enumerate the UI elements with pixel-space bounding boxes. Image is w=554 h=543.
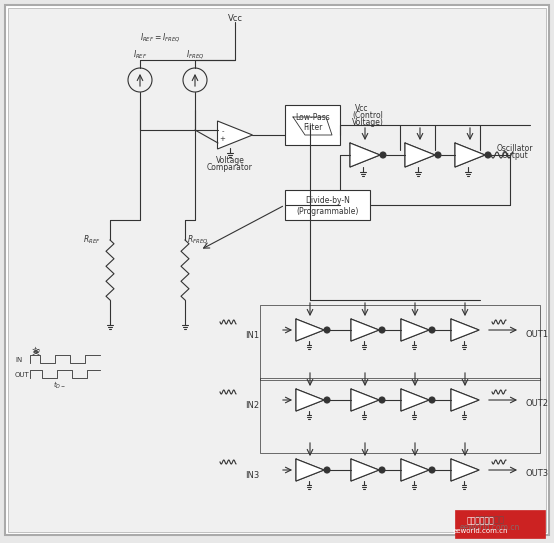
Circle shape	[379, 397, 385, 403]
Polygon shape	[401, 459, 429, 481]
Circle shape	[435, 152, 441, 158]
Text: $I_{FREQ}$: $I_{FREQ}$	[186, 49, 204, 61]
Text: $R_{FREQ}$: $R_{FREQ}$	[187, 233, 208, 247]
Text: Low-Pass: Low-Pass	[295, 112, 330, 122]
Circle shape	[324, 397, 330, 403]
Text: Comparator: Comparator	[207, 162, 253, 172]
Text: IN1: IN1	[245, 331, 259, 339]
Text: Voltage: Voltage	[216, 155, 244, 165]
Circle shape	[379, 467, 385, 473]
Polygon shape	[401, 319, 429, 341]
Text: Divide-by-N: Divide-by-N	[305, 195, 350, 205]
Polygon shape	[401, 389, 429, 411]
Text: Output: Output	[501, 150, 529, 160]
Text: Voltage): Voltage)	[352, 117, 384, 127]
Polygon shape	[296, 389, 324, 411]
Polygon shape	[451, 389, 479, 411]
Polygon shape	[405, 143, 435, 167]
Polygon shape	[451, 459, 479, 481]
Circle shape	[485, 152, 491, 158]
Bar	[455, 510, 545, 538]
Bar	[260, 305, 540, 380]
Bar	[285, 105, 340, 145]
Text: OUT3: OUT3	[525, 470, 548, 478]
Text: OUT2: OUT2	[525, 400, 548, 408]
Polygon shape	[218, 121, 253, 149]
Circle shape	[379, 327, 385, 333]
Text: IN2: IN2	[245, 401, 259, 409]
Text: Vcc: Vcc	[355, 104, 368, 112]
Text: 电子工程世界: 电子工程世界	[475, 515, 505, 525]
Circle shape	[429, 327, 435, 333]
Text: OUT: OUT	[15, 372, 30, 378]
Text: Filter: Filter	[303, 123, 322, 131]
Text: -: -	[221, 128, 224, 134]
Text: (Control: (Control	[352, 110, 383, 119]
Text: eeworld.com.cn: eeworld.com.cn	[460, 522, 520, 532]
Circle shape	[380, 152, 386, 158]
Text: IN3: IN3	[245, 470, 259, 479]
Polygon shape	[296, 459, 324, 481]
Polygon shape	[296, 319, 324, 341]
Text: $R_{REF}$: $R_{REF}$	[83, 233, 101, 246]
Text: 电子工程世界: 电子工程世界	[466, 516, 494, 526]
Polygon shape	[351, 389, 379, 411]
Text: Vcc: Vcc	[228, 14, 243, 22]
Circle shape	[324, 467, 330, 473]
Polygon shape	[455, 143, 485, 167]
Text: $t_{D-}$: $t_{D-}$	[54, 380, 66, 390]
Text: (Programmable): (Programmable)	[296, 206, 358, 216]
Text: $t_D$: $t_D$	[33, 344, 41, 356]
Bar	[260, 378, 540, 453]
Text: OUT1: OUT1	[525, 330, 548, 338]
Text: $I_{REF}$: $I_{REF}$	[133, 49, 147, 61]
Bar	[285, 190, 370, 220]
Text: eeworld.com.cn: eeworld.com.cn	[452, 528, 508, 534]
Polygon shape	[351, 459, 379, 481]
Polygon shape	[350, 143, 380, 167]
Text: IN: IN	[15, 357, 22, 363]
Polygon shape	[351, 319, 379, 341]
Circle shape	[429, 467, 435, 473]
Text: +: +	[219, 136, 225, 142]
Text: $I_{REF} = I_{FREQ}$: $I_{REF} = I_{FREQ}$	[140, 31, 180, 45]
Circle shape	[429, 397, 435, 403]
Text: Oscillator: Oscillator	[497, 143, 534, 153]
Polygon shape	[451, 319, 479, 341]
Circle shape	[324, 327, 330, 333]
